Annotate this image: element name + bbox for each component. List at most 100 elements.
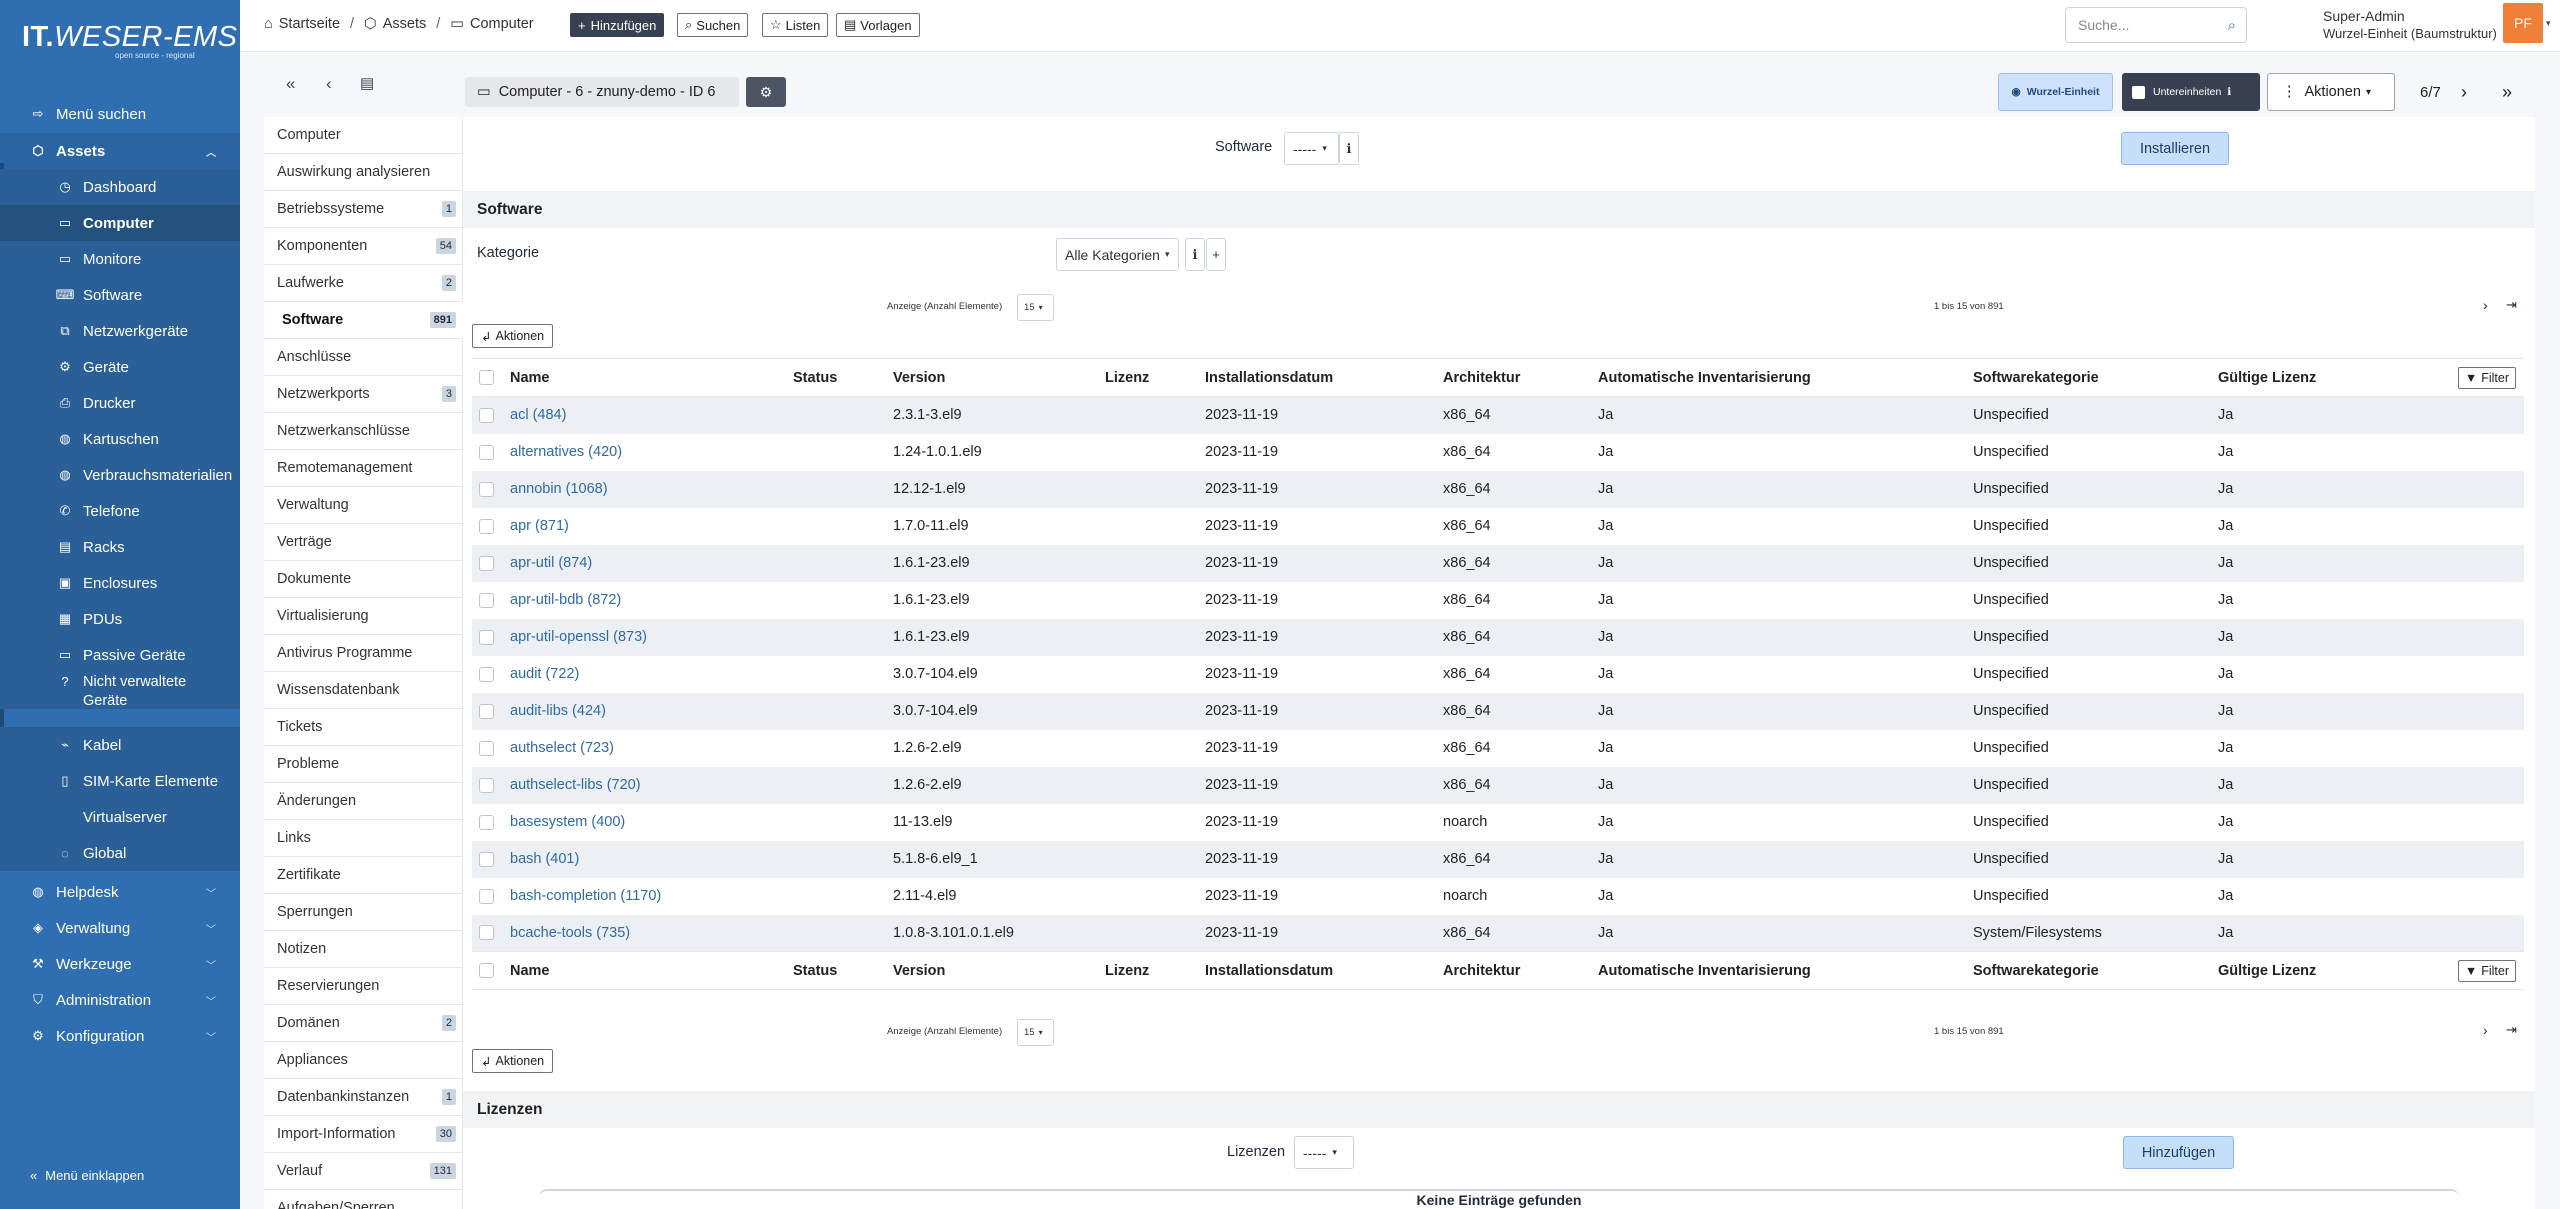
bulk-actions-button[interactable]: ↲ Aktionen [472,324,554,348]
software-link[interactable]: bash (401) [510,851,580,867]
column-header[interactable]: Version [893,358,1105,397]
tab-zertifikate[interactable]: Zertifikate [264,857,463,894]
sidebar-item-computer[interactable]: ▭ Computer [0,205,240,241]
select-all-checkbox[interactable] [479,963,494,979]
tab-netzwerkports[interactable]: Netzwerkports 3 [264,376,463,413]
tab-appliances[interactable]: Appliances [264,1042,463,1079]
user-info[interactable]: Super-Admin Wurzel-Einheit (Baumstruktur… [2323,8,2497,41]
nav-konfiguration[interactable]: ⚙ Konfiguration ﹀ [0,1018,240,1054]
category-select[interactable]: Alle Kategorien ▾ [1056,238,1179,271]
sidebar-item-netzwerkgeräte[interactable]: ⧉ Netzwerkgeräte [0,313,240,349]
plus-icon[interactable]: + [1206,238,1226,271]
row-checkbox[interactable] [479,777,494,793]
software-link[interactable]: authselect (723) [510,740,614,756]
tab-netzwerkanschlüsse[interactable]: Netzwerkanschlüsse [264,413,463,450]
sidebar-item-passive-geräte[interactable]: ▭ Passive Geräte [0,637,240,673]
tab-virtualisierung[interactable]: Virtualisierung [264,598,463,635]
last-page-icon[interactable]: ⇥ [2506,1022,2517,1037]
row-checkbox[interactable] [479,407,494,423]
software-link[interactable]: bash-completion (1170) [510,888,662,904]
sidebar-item-virtualserver[interactable]: Virtualserver [0,799,240,835]
software-link[interactable]: audit (722) [510,666,580,682]
sidebar-item-enclosures[interactable]: ▣ Enclosures [0,565,240,601]
column-header[interactable]: Installationsdatum [1205,951,1443,990]
column-header[interactable]: Installationsdatum [1205,358,1443,397]
display-count-select[interactable]: 15 ▾ [1017,294,1054,321]
row-checkbox[interactable] [479,666,494,682]
software-link[interactable]: basesystem (400) [510,814,626,830]
tab-betriebssysteme[interactable]: Betriebssysteme 1 [264,191,463,228]
software-link[interactable]: audit-libs (424) [510,703,606,719]
software-link[interactable]: apr (871) [510,518,569,534]
row-checkbox[interactable] [479,851,494,867]
nav-assets[interactable]: ⬡ Assets ︿ [0,133,240,169]
column-header[interactable]: Automatische Inventarisierung [1598,358,1973,397]
display-count-select[interactable]: 15 ▾ [1017,1019,1054,1046]
column-header[interactable]: Architektur [1443,358,1598,397]
nav-administration[interactable]: ⛉ Administration ﹀ [0,982,240,1018]
logo[interactable]: IT.WESER-EMS open source - regional [22,21,238,60]
column-header[interactable]: Automatische Inventarisierung [1598,951,1973,990]
row-checkbox[interactable] [479,481,494,497]
menu-search[interactable]: ⇨ Menü suchen [0,96,240,132]
tab-tickets[interactable]: Tickets [264,709,463,746]
tab-sperrungen[interactable]: Sperrungen [264,894,463,931]
row-checkbox[interactable] [479,555,494,571]
software-link[interactable]: annobin (1068) [510,481,608,497]
tab-dokumente[interactable]: Dokumente [264,561,463,598]
double-chevron-left-icon[interactable]: « [286,74,296,93]
breadcrumb-computer[interactable]: Computer [469,16,534,32]
select-all-checkbox[interactable] [479,370,494,386]
column-header[interactable]: Gültige Lizenz [2218,358,2404,397]
double-chevron-right-icon[interactable]: » [2502,82,2513,102]
chevron-right-icon[interactable]: › [2483,297,2488,313]
sidebar-item-dashboard[interactable]: ◷ Dashboard [0,169,240,205]
tab-komponenten[interactable]: Komponenten 54 [264,228,463,265]
sidebar-item-kartuschen[interactable]: ◍ Kartuschen [0,421,240,457]
settings-gear-icon[interactable]: ⚙ [746,77,786,107]
tab-reservierungen[interactable]: Reservierungen [264,968,463,1005]
column-header[interactable]: Gültige Lizenz [2218,951,2404,990]
actions-dropdown[interactable]: ⋮ Aktionen ▾ [2267,73,2395,111]
column-header[interactable]: Lizenz [1105,358,1205,397]
filter-button[interactable]: ▼ Filter [2457,366,2516,389]
column-header[interactable]: Status [793,358,893,397]
tab-computer[interactable]: Computer [264,117,463,154]
software-link[interactable]: bcache-tools (735) [510,924,631,941]
info-icon[interactable]: ℹ [1185,238,1205,271]
row-checkbox[interactable] [479,814,494,830]
row-checkbox[interactable] [479,888,494,904]
sidebar-item-software[interactable]: ⌨ Software [0,277,240,313]
tab-wissensdatenbank[interactable]: Wissensdatenbank [264,672,463,709]
row-checkbox[interactable] [479,518,494,534]
tab-verwaltung[interactable]: Verwaltung [264,487,463,524]
nav-verwaltung[interactable]: ◈ Verwaltung ﹀ [0,910,240,946]
sidebar-item-pdus[interactable]: ▦ PDUs [0,601,240,637]
tab-software[interactable]: Software 891 [264,302,463,339]
sidebar-item-racks[interactable]: ▤ Racks [0,529,240,565]
sidebar-item-global[interactable]: ◌ Global [0,835,240,871]
templates-button[interactable]: ▤ Vorlagen [836,13,920,37]
list-icon[interactable]: ▤ [360,75,375,92]
sidebar-item-telefone[interactable]: ✆ Telefone [0,493,240,529]
tab-notizen[interactable]: Notizen [264,931,463,968]
install-button[interactable]: Installieren [2121,132,2229,165]
chevron-right-icon[interactable]: › [2483,1022,2488,1038]
tab-verträge[interactable]: Verträge [264,524,463,561]
software-select[interactable]: ----- ▾ [1284,132,1339,165]
sidebar-item-monitore[interactable]: ▭ Monitore [0,241,240,277]
bulk-actions-button[interactable]: ↲ Aktionen [472,1049,554,1073]
breadcrumb-assets[interactable]: Assets [382,16,427,32]
tab-änderungen[interactable]: Änderungen [264,783,463,820]
software-link[interactable]: apr-util-openssl (873) [510,629,648,645]
tab-verlauf[interactable]: Verlauf 131 [264,1153,463,1190]
tab-datenbankinstanzen[interactable]: Datenbankinstanzen 1 [264,1079,463,1116]
row-checkbox[interactable] [479,703,494,719]
tab-links[interactable]: Links [264,820,463,857]
tab-probleme[interactable]: Probleme [264,746,463,783]
tab-import-information[interactable]: Import-Information 30 [264,1116,463,1153]
column-header[interactable]: Architektur [1443,951,1598,990]
tab-auswirkung-analysieren[interactable]: Auswirkung analysieren [264,154,463,191]
tab-domänen[interactable]: Domänen 2 [264,1005,463,1042]
row-checkbox[interactable] [479,444,494,460]
